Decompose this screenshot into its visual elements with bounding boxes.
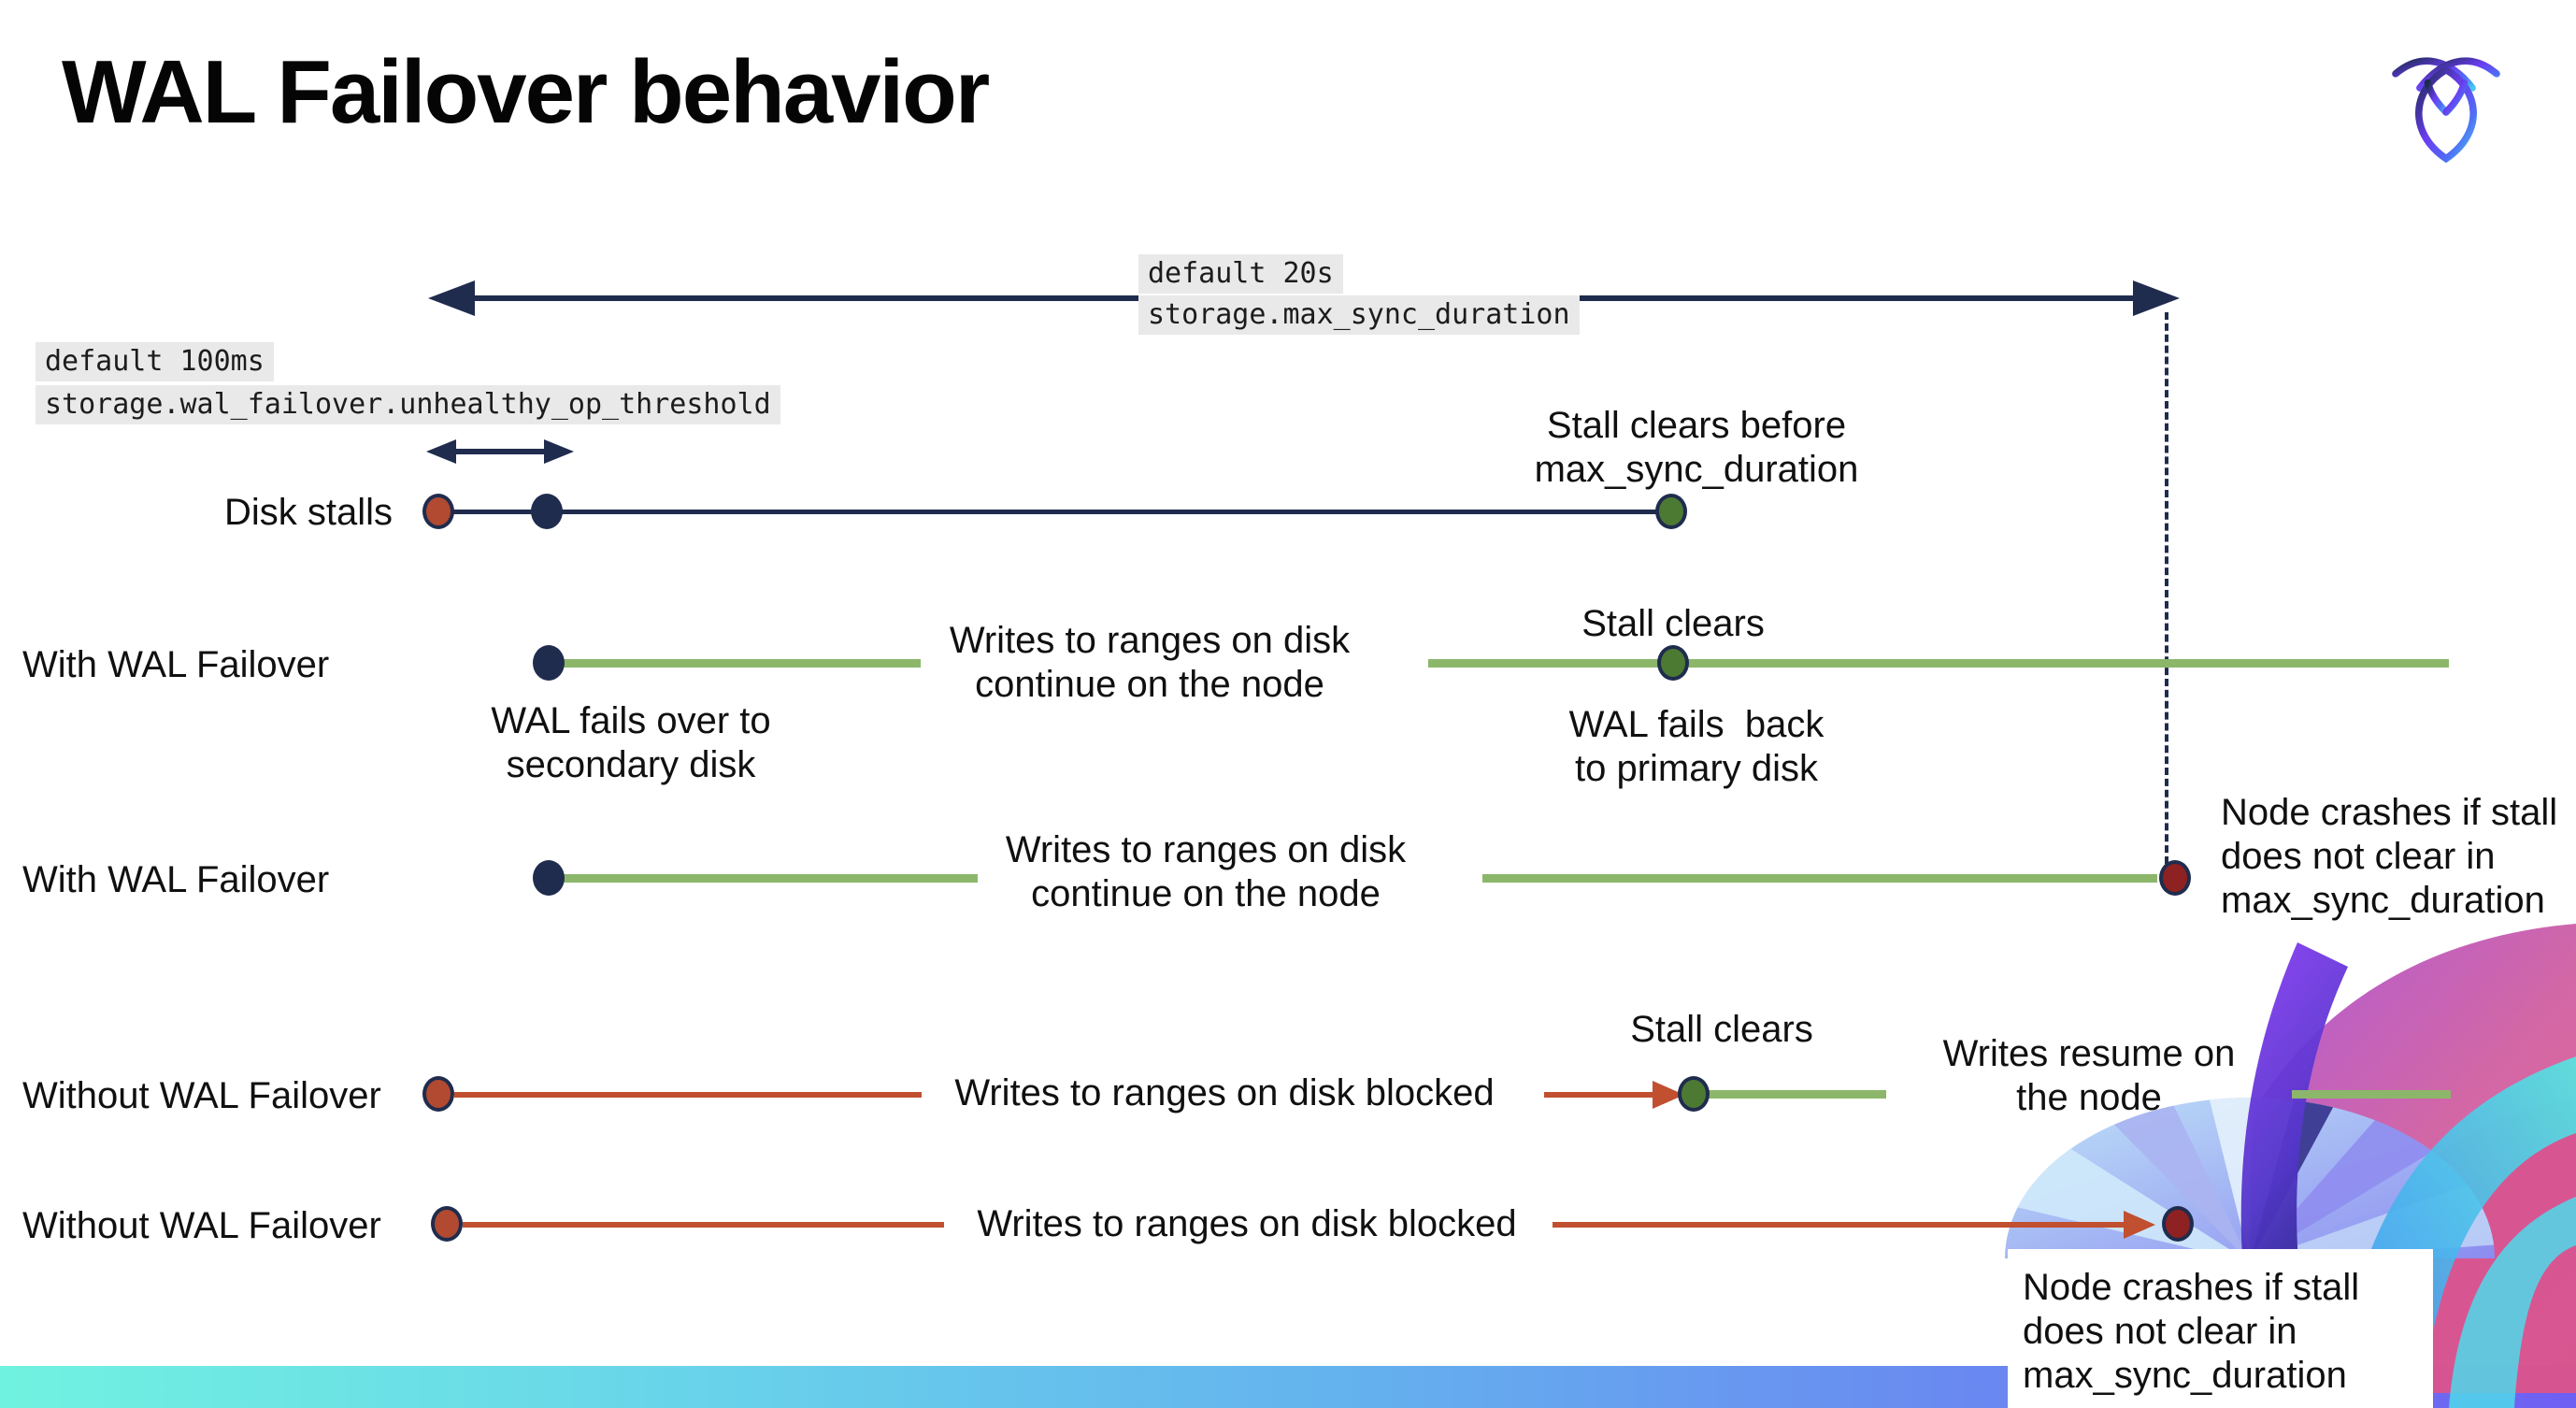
- timeline-segment: [1553, 1222, 2126, 1228]
- stall-clears-dot: [1678, 1076, 1710, 1112]
- cockroachdb-logo-icon: [2392, 57, 2500, 163]
- arrow-right-icon: [2133, 280, 2180, 316]
- timeline-segment: [454, 1092, 922, 1098]
- arrow-left-icon: [428, 280, 475, 316]
- page-title: WAL Failover behavior: [62, 42, 990, 142]
- max-sync-dashed-guide: [2165, 312, 2168, 864]
- row-label-without-wal-failover: Without WAL Failover: [22, 1075, 381, 1116]
- arrow-right-icon: [544, 439, 574, 464]
- stall-clears-before-label: Stall clears before max_sync_duration: [1534, 405, 1859, 490]
- threshold-arrow-line: [452, 449, 546, 454]
- disk-stall-dot: [422, 494, 454, 529]
- wal-failover-dot: [533, 645, 565, 681]
- timeline-segment: [561, 510, 1673, 514]
- row-label-with-wal-failover: With WAL Failover: [22, 644, 330, 685]
- timeline-segment: [1482, 874, 2157, 883]
- node-crash-dot: [2162, 1206, 2194, 1242]
- stall-clears-label: Stall clears: [1630, 1009, 1813, 1050]
- row-label-disk-stalls: Disk stalls: [223, 492, 393, 533]
- max-sync-default-chip: default 20s: [1138, 254, 1343, 294]
- timeline-segment: [1709, 1090, 1886, 1099]
- max-sync-setting-chip: storage.max_sync_duration: [1138, 295, 1580, 335]
- timeline-segment: [561, 659, 921, 668]
- stall-clears-label: Stall clears: [1581, 603, 1765, 644]
- node-crashes-callout-box: Node crashes if stall does not clear in …: [2008, 1249, 2433, 1408]
- writes-continue-label: Writes to ranges on disk continue on the…: [949, 620, 1351, 705]
- writes-resume-label: Writes resume on the node: [1942, 1033, 2236, 1118]
- timeline-segment: [1428, 659, 1664, 668]
- node-crash-dot: [2159, 860, 2191, 896]
- timeline-segment: [2292, 1090, 2451, 1099]
- stall-clears-dot: [1657, 645, 1689, 681]
- timeline-segment: [1688, 659, 2449, 668]
- failover-threshold-dot: [531, 494, 563, 529]
- timeline-segment: [439, 510, 561, 514]
- unhealthy-op-setting-chip: storage.wal_failover.unhealthy_op_thresh…: [36, 385, 780, 424]
- disk-stall-dot: [431, 1206, 463, 1242]
- timeline-segment: [463, 1222, 944, 1228]
- wal-fails-over-label: WAL fails over to secondary disk: [491, 700, 771, 785]
- row-label-without-wal-failover: Without WAL Failover: [22, 1205, 381, 1246]
- row-label-with-wal-failover: With WAL Failover: [22, 859, 330, 900]
- node-crashes-label: Node crashes if stall does not clear in …: [2221, 792, 2558, 921]
- writes-continue-label: Writes to ranges on disk continue on the…: [1005, 829, 1407, 914]
- wal-fails-back-label: WAL fails back to primary disk: [1568, 704, 1825, 789]
- node-crashes-label: Node crashes if stall does not clear in …: [2023, 1267, 2360, 1396]
- arrow-right-icon: [2124, 1211, 2155, 1239]
- timeline-segment: [1544, 1092, 1660, 1098]
- writes-blocked-label: Writes to ranges on disk blocked: [977, 1203, 1517, 1244]
- stall-clears-dot: [1655, 494, 1687, 529]
- writes-blocked-label: Writes to ranges on disk blocked: [954, 1072, 1495, 1113]
- timeline-segment: [561, 874, 978, 883]
- disk-stall-dot: [422, 1076, 454, 1112]
- arrow-left-icon: [426, 439, 456, 464]
- unhealthy-op-default-chip: default 100ms: [36, 342, 274, 381]
- wal-failover-dot: [533, 860, 565, 896]
